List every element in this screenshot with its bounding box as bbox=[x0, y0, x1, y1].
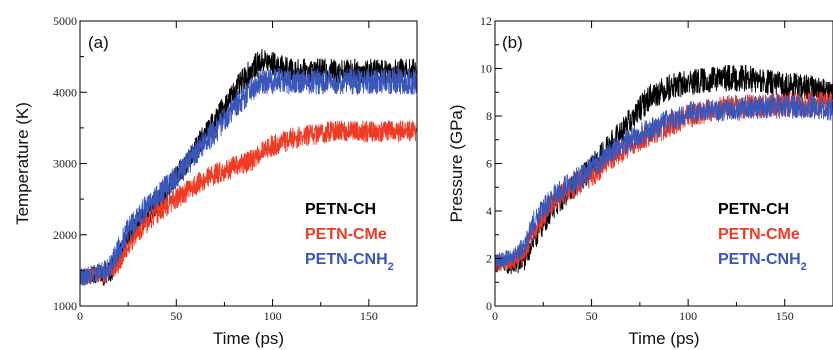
legend: PETN-CH PETN-CMe PETN-CNH2 bbox=[718, 201, 807, 273]
y-tick-label: 3000 bbox=[53, 157, 77, 171]
y-tick-label: 6 bbox=[486, 157, 492, 171]
x-tick-label: 150 bbox=[360, 309, 378, 323]
x-tick-label: 0 bbox=[492, 309, 498, 323]
ticks-layer: 0 50 100 150 1000 2000 3000 4000 5000 bbox=[53, 14, 378, 323]
series-layer bbox=[80, 48, 417, 286]
legend-entry-petn-cnh2-main: PETN-CNH bbox=[305, 251, 388, 268]
y-tick-label: 1000 bbox=[53, 299, 77, 313]
x-tick-label: 150 bbox=[776, 309, 794, 323]
y-axis-title: Pressure (GPa) bbox=[447, 104, 466, 222]
y-tick-label: 8 bbox=[486, 109, 492, 123]
x-axis-title: Time (ps) bbox=[213, 329, 284, 348]
x-tick-label: 0 bbox=[77, 309, 83, 323]
x-tick-label: 100 bbox=[679, 309, 697, 323]
x-tick-label: 50 bbox=[586, 309, 598, 323]
legend-entry-petn-cnh2-main: PETN-CNH bbox=[718, 251, 801, 268]
series-petn-cnh2 bbox=[80, 68, 417, 286]
y-tick-label: 0 bbox=[486, 299, 492, 313]
y-tick-label: 10 bbox=[480, 62, 492, 76]
legend-entry-petn-cnh2: PETN-CNH2 bbox=[305, 251, 394, 273]
y-tick-label: 2000 bbox=[53, 228, 77, 242]
panel-label: (a) bbox=[88, 33, 109, 52]
legend-entry-petn-cnh2: PETN-CNH2 bbox=[718, 251, 807, 273]
x-tick-label: 50 bbox=[170, 309, 182, 323]
panel-label: (b) bbox=[502, 33, 523, 52]
legend-entry-petn-cme: PETN-CMe bbox=[718, 226, 800, 243]
y-tick-label: 12 bbox=[480, 14, 492, 28]
y-tick-label: 4 bbox=[486, 204, 492, 218]
y-tick-label: 2 bbox=[486, 252, 492, 266]
legend-entry-petn-cnh2-subscript: 2 bbox=[801, 261, 807, 273]
y-axis-title: Temperature (K) bbox=[13, 102, 32, 225]
panel-pressure: 0 50 100 150 0 2 4 6 8 10 12 (b) Time (ps) Pressur… bbox=[447, 14, 833, 348]
legend-entry-petn-cme: PETN-CMe bbox=[305, 226, 387, 243]
series-layer bbox=[495, 64, 833, 275]
x-tick-label: 100 bbox=[264, 309, 282, 323]
ticks-layer: 0 50 100 150 0 2 4 6 8 10 12 bbox=[480, 14, 794, 323]
panel-temperature: 0 50 100 150 1000 2000 3000 4000 5000 (a) Time (… bbox=[13, 14, 418, 348]
series-petn-cnh2 bbox=[495, 94, 833, 268]
legend-entry-petn-ch: PETN-CH bbox=[718, 201, 789, 218]
legend-entry-petn-cnh2-subscript: 2 bbox=[388, 261, 394, 273]
x-axis-title: Time (ps) bbox=[628, 329, 699, 348]
y-tick-label: 5000 bbox=[53, 14, 77, 28]
legend-entry-petn-ch: PETN-CH bbox=[305, 201, 376, 218]
legend: PETN-CH PETN-CMe PETN-CNH2 bbox=[305, 201, 394, 273]
y-tick-label: 4000 bbox=[53, 85, 77, 99]
